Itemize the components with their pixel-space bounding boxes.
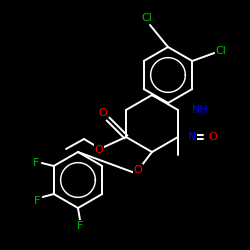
Text: NH: NH: [192, 105, 209, 115]
Text: F: F: [34, 196, 40, 206]
Text: O: O: [208, 132, 218, 142]
Text: O: O: [98, 108, 108, 118]
Text: Cl: Cl: [142, 13, 152, 23]
Text: F: F: [32, 158, 39, 168]
Text: F: F: [77, 221, 83, 231]
Text: O: O: [94, 145, 104, 155]
Text: N: N: [188, 132, 196, 142]
Text: Cl: Cl: [216, 46, 227, 56]
Text: O: O: [134, 165, 142, 175]
